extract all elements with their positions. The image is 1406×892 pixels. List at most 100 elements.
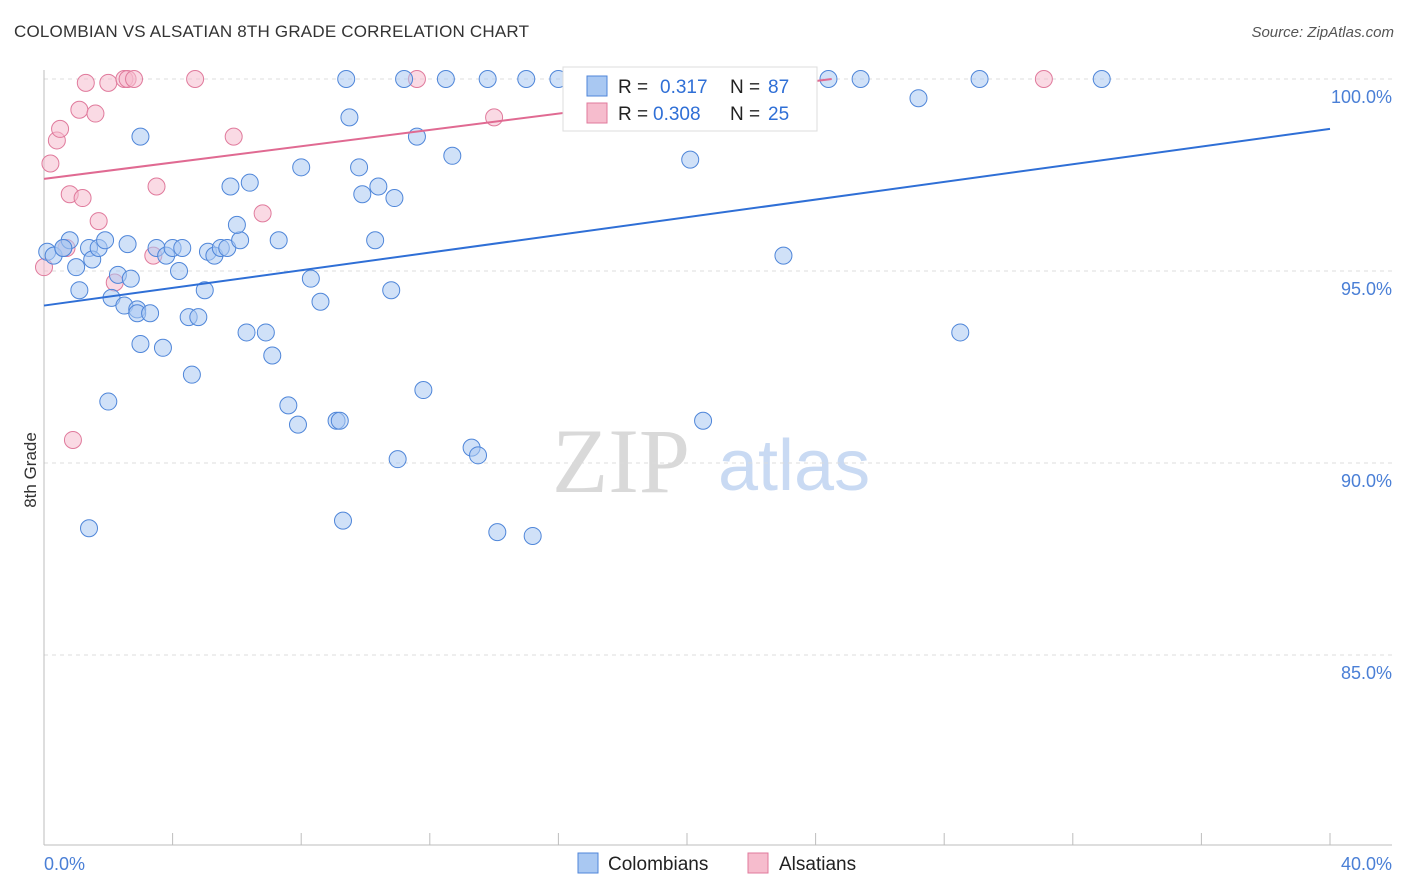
colombian-point: [263, 346, 282, 365]
colombian-point: [182, 365, 201, 384]
alsatian-point: [51, 119, 70, 138]
colombian-point: [395, 70, 414, 88]
legend-n-value: 25: [768, 104, 789, 125]
colombian-point: [694, 411, 713, 430]
y-tick-label: 95.0%: [1341, 279, 1392, 299]
colombian-point: [189, 308, 208, 327]
series-legend: Colombians Alsatians: [577, 852, 856, 875]
colombian-point: [288, 415, 307, 434]
colombian-point: [256, 323, 275, 342]
alsatians-points: [35, 70, 1053, 449]
colombian-point: [195, 281, 214, 300]
colombian-point: [170, 262, 189, 280]
y-tick-label: 85.0%: [1341, 663, 1392, 683]
legend-r-value: 0.308: [653, 104, 701, 125]
alsatian-point: [63, 430, 82, 449]
legend-swatch-alsatians: [586, 102, 608, 124]
watermark-zip: ZIP: [552, 410, 690, 512]
y-tick-label: 90.0%: [1341, 471, 1392, 491]
alsatian-point: [224, 127, 243, 146]
alsatian-point: [253, 204, 272, 223]
colombian-point: [478, 70, 497, 88]
axes: 100.0% 95.0% 90.0% 85.0% 0.0% 40.0%: [43, 70, 1392, 874]
colombian-point: [240, 173, 259, 192]
bottom-legend-alsatians: Alsatians: [779, 854, 856, 875]
alsatian-point: [41, 154, 60, 173]
legend-r-value: 0.317: [660, 77, 708, 98]
colombian-point: [237, 323, 256, 342]
x-tick-label: 0.0%: [44, 854, 85, 874]
alsatian-point: [76, 73, 95, 92]
colombian-point: [292, 158, 311, 177]
colombian-point: [350, 158, 369, 177]
colombian-point: [70, 281, 89, 300]
colombian-point: [337, 70, 356, 88]
alsatian-point: [73, 189, 92, 208]
alsatian-point: [125, 70, 144, 88]
alsatian-point: [99, 73, 118, 92]
colombian-point: [369, 177, 388, 196]
colombian-point: [333, 511, 352, 530]
colombian-point: [353, 185, 372, 204]
colombian-point: [118, 235, 137, 254]
colombian-point: [517, 70, 536, 88]
colombian-point: [436, 70, 455, 88]
colombian-point: [131, 127, 150, 146]
colombian-point: [96, 231, 115, 250]
colombian-point: [99, 392, 118, 411]
colombian-point: [54, 238, 73, 257]
colombian-point: [1092, 70, 1111, 88]
legend-n-value: 87: [768, 77, 789, 98]
source-label: Source: ZipAtlas.com: [1251, 24, 1394, 41]
colombian-point: [231, 231, 250, 250]
colombian-point: [523, 526, 542, 545]
bottom-legend-swatch-alsatians: [747, 852, 769, 874]
colombian-point: [141, 304, 160, 323]
alsatian-point: [1034, 70, 1053, 88]
colombian-point: [340, 108, 359, 127]
alsatian-point: [89, 212, 108, 231]
legend-r-label: R =: [618, 77, 648, 98]
alsatian-point: [70, 100, 89, 119]
colombian-point: [970, 70, 989, 88]
colombian-point: [221, 177, 240, 196]
colombian-point: [774, 246, 793, 265]
colombian-point: [153, 338, 172, 357]
colombian-point: [388, 450, 407, 469]
colombian-point: [488, 523, 507, 542]
colombian-point: [385, 189, 404, 208]
colombian-point: [443, 146, 462, 165]
colombian-point: [80, 519, 99, 538]
colombian-point: [366, 231, 385, 250]
colombian-point: [227, 215, 246, 234]
alsatian-point: [86, 104, 105, 123]
colombian-point: [851, 70, 870, 88]
bottom-legend-swatch-colombians: [577, 852, 599, 874]
colombians-trend-line: [43, 127, 1331, 307]
colombian-point: [330, 411, 349, 430]
grid-lines: [44, 78, 1392, 656]
bottom-legend-colombians: Colombians: [608, 854, 708, 875]
colombian-point: [681, 150, 700, 169]
y-axis-label: 8th Grade: [21, 432, 40, 508]
x-tick-label: 40.0%: [1341, 854, 1392, 874]
alsatian-point: [186, 70, 205, 88]
colombian-point: [131, 334, 150, 353]
chart-title: COLOMBIAN VS ALSATIAN 8TH GRADE CORRELAT…: [14, 22, 530, 41]
colombian-point: [173, 238, 192, 257]
colombian-point: [909, 89, 928, 108]
legend-swatch-colombians: [586, 75, 608, 97]
colombian-point: [67, 258, 86, 277]
y-tick-label: 100.0%: [1331, 87, 1392, 107]
colombian-point: [279, 396, 298, 415]
watermark-atlas: atlas: [718, 426, 870, 506]
colombian-point: [414, 381, 433, 400]
colombian-point: [301, 269, 320, 288]
legend-n-label: N =: [730, 104, 760, 125]
correlation-legend: R = 0.317 N = 87 R = 0.308 N = 25: [562, 66, 818, 132]
colombian-point: [951, 323, 970, 342]
colombian-point: [311, 292, 330, 311]
legend-r-label: R =: [618, 104, 648, 125]
colombian-point: [382, 281, 401, 300]
